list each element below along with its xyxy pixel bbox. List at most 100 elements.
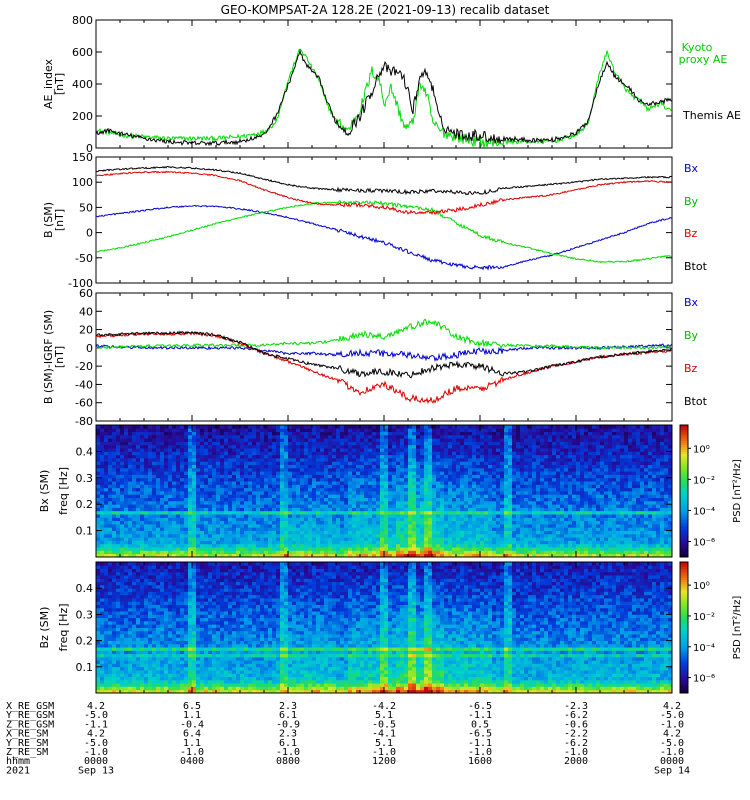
spectrogram-cell	[480, 441, 485, 446]
spectrogram-cell	[504, 550, 509, 555]
spectrogram-cell	[280, 454, 285, 459]
spectrogram-cell	[208, 517, 213, 522]
spectrogram-cell	[468, 537, 473, 541]
spectrogram-cell	[172, 477, 177, 482]
spectrogram-cell	[536, 517, 541, 522]
spectrogram-cell	[180, 467, 185, 472]
spectrogram-cell	[512, 504, 517, 508]
spectrogram-cell	[416, 520, 421, 525]
spectrogram-cell	[132, 533, 137, 538]
spectrogram-cell	[192, 464, 197, 469]
spectrogram-cell	[516, 461, 521, 465]
spectrogram-cell	[316, 530, 321, 535]
spectrogram-cell	[372, 477, 377, 482]
spectrogram-cell	[364, 520, 369, 525]
spectrogram-cell	[124, 530, 129, 535]
spectrogram-cell	[424, 500, 429, 505]
spectrogram-cell	[372, 458, 377, 462]
spectrogram-cell	[448, 477, 453, 482]
spectrogram-cell	[312, 550, 317, 555]
spectrogram-cell	[124, 448, 129, 452]
spectrogram-cell	[276, 550, 281, 555]
spectrogram-cell	[188, 504, 193, 508]
spectrogram-cell	[496, 438, 501, 442]
spectrogram-cell	[256, 461, 261, 465]
spectrogram-cell	[412, 425, 417, 429]
spectrogram-cell	[512, 448, 517, 452]
spectrogram-cell	[544, 464, 549, 469]
spectrogram-cell	[300, 428, 305, 432]
spectrogram-cell	[244, 487, 249, 492]
spectrogram-cell	[512, 524, 517, 528]
spectrogram-cell	[460, 533, 465, 538]
spectrogram-cell	[396, 510, 401, 515]
spectrogram-cell	[360, 500, 365, 505]
spectrogram-cell	[276, 484, 281, 489]
spectrogram-cell	[264, 491, 269, 495]
spectrogram-cell	[188, 474, 193, 479]
spectrogram-cell	[528, 543, 533, 548]
spectrogram-cell	[420, 434, 425, 439]
spectrogram-cell	[468, 494, 473, 498]
spectrogram-cell	[408, 517, 413, 522]
spectrogram-cell	[116, 500, 121, 505]
spectrogram-cell	[332, 533, 337, 538]
spectrogram-cell	[292, 454, 297, 459]
spectrogram-cell	[168, 520, 173, 525]
spectrogram-cell	[260, 494, 265, 498]
y-tick-label: 200	[72, 110, 93, 123]
spectrogram-cell	[384, 461, 389, 465]
spectrogram-cell	[248, 520, 253, 525]
spectrogram-cell	[120, 438, 125, 442]
spectrogram-cell	[164, 507, 169, 512]
spectrogram-cell	[100, 507, 105, 512]
spectrogram-cell	[484, 524, 489, 528]
spectrogram-cell	[396, 474, 401, 479]
spectrogram-cell	[464, 467, 469, 472]
spectrogram-cell	[232, 467, 237, 472]
spectrogram-cell	[368, 527, 373, 531]
spectrogram-cell	[456, 533, 461, 538]
spectrogram-cell	[348, 514, 353, 518]
spectrogram-cell	[128, 474, 133, 479]
spectrogram-cell	[520, 510, 525, 515]
spectrogram-cell	[452, 517, 457, 522]
spectrogram-cell	[156, 504, 161, 508]
spectrogram-cell	[556, 434, 561, 439]
spectrogram-cell	[340, 441, 345, 446]
spectrogram-cell	[320, 510, 325, 515]
spectrogram-cell	[160, 454, 165, 459]
spectrogram-cell	[256, 487, 261, 492]
spectrogram-cell	[540, 438, 545, 442]
spectrogram-cell	[204, 448, 209, 452]
spectrogram-cell	[128, 504, 133, 508]
spectrogram-cell	[416, 530, 421, 535]
spectrogram-cell	[456, 510, 461, 515]
spectrogram-cell	[432, 517, 437, 522]
spectrogram-cell	[372, 491, 377, 495]
spectrogram-cell	[156, 448, 161, 452]
spectrogram-cell	[216, 474, 221, 479]
spectrogram-cell	[124, 547, 129, 551]
spectrogram-cell	[472, 547, 477, 551]
spectrogram-cell	[332, 431, 337, 436]
spectrogram-cell	[324, 464, 329, 469]
spectrogram-cell	[360, 553, 365, 558]
spectrogram-cell	[104, 444, 109, 449]
spectrogram-cell	[568, 467, 573, 472]
spectrogram-cell	[536, 553, 541, 558]
spectrogram-cell	[356, 497, 361, 502]
spectrogram-cell	[400, 481, 405, 485]
spectrogram-cell	[204, 434, 209, 439]
spectrogram-cell	[392, 517, 397, 522]
spectrogram-cell	[380, 467, 385, 472]
spectrogram-cell	[540, 533, 545, 538]
spectrogram-cell	[544, 530, 549, 535]
spectrogram-cell	[148, 550, 153, 555]
spectrogram-cell	[516, 471, 521, 475]
spectrogram-cell	[464, 451, 469, 456]
spectrogram-cell	[296, 527, 301, 531]
spectrogram-cell	[196, 444, 201, 449]
spectrogram-cell	[108, 477, 113, 482]
spectrogram-cell	[120, 434, 125, 439]
